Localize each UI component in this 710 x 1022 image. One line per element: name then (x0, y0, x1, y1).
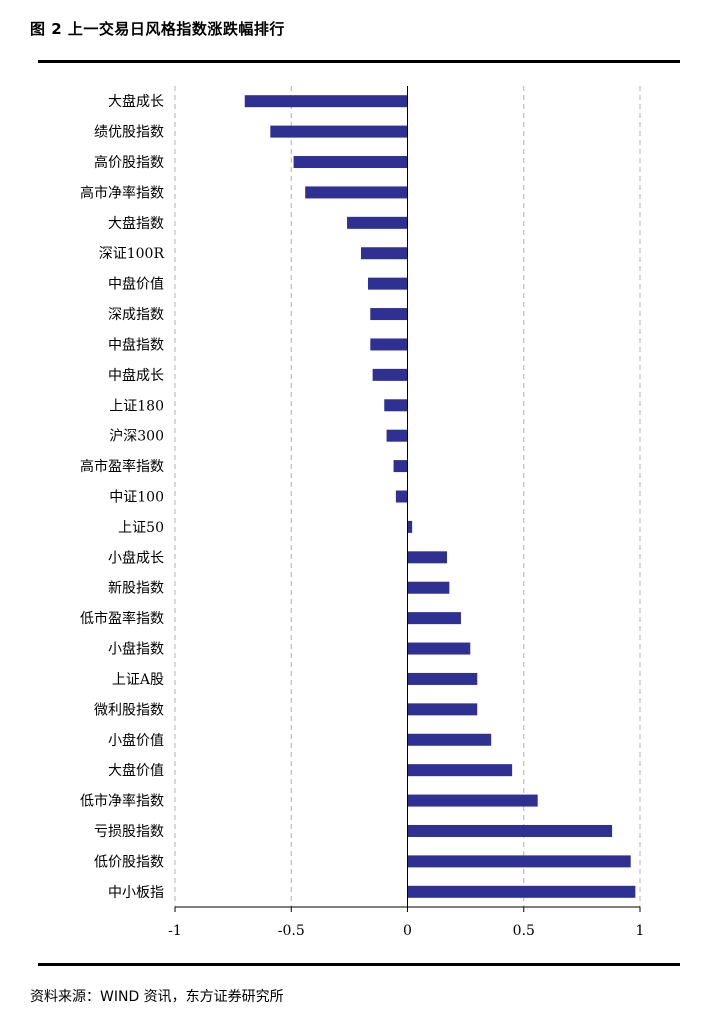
bar (407, 885, 636, 898)
category-label: 绩优股指数 (94, 125, 164, 141)
category-label: 低市净率指数 (80, 793, 164, 810)
category-label: 中盘价值 (108, 276, 164, 293)
source-note: 资料来源：WIND 资讯，东方证券研究所 (30, 989, 284, 1005)
category-label: 中小板指 (108, 885, 164, 901)
bar (407, 551, 448, 564)
bar (407, 520, 413, 533)
category-label: 中证100 (109, 490, 164, 506)
category-label: 深证100R (99, 246, 165, 262)
bar (395, 490, 408, 503)
x-tick-label: -1 (168, 923, 182, 939)
bar (305, 186, 408, 199)
bar (347, 216, 408, 229)
category-label: 大盘价值 (108, 762, 164, 779)
bar (370, 308, 408, 321)
x-tick-label: 0.5 (513, 923, 535, 939)
category-label: 亏损股指数 (94, 824, 164, 840)
category-label: 沪深300 (109, 429, 164, 445)
bar (293, 156, 408, 169)
category-label: 小盘价值 (108, 732, 164, 749)
bar (393, 460, 408, 473)
bottom-rule (38, 963, 680, 966)
bar (386, 429, 408, 442)
bar (407, 824, 613, 837)
category-label: 高价股指数 (94, 154, 164, 171)
bar (407, 794, 538, 807)
bar (384, 399, 408, 412)
bar (407, 612, 461, 625)
bar (407, 703, 478, 716)
bar (370, 338, 408, 351)
category-label: 新股指数 (108, 581, 164, 597)
category-label: 中盘成长 (108, 367, 164, 384)
x-tick-label: 0 (403, 923, 412, 939)
bar (407, 733, 492, 746)
category-label: 微利股指数 (94, 702, 164, 718)
bar (407, 855, 631, 868)
category-label: 小盘指数 (108, 641, 164, 658)
bar (361, 247, 408, 260)
category-label: 低市盈率指数 (80, 610, 164, 627)
figure-title: 图 2 上一交易日风格指数涨跌幅排行 (30, 20, 285, 38)
category-label: 高市盈率指数 (80, 458, 164, 475)
bar (244, 95, 408, 108)
bar (367, 277, 408, 290)
category-label: 上证50 (118, 520, 164, 536)
x-tick-label: 1 (636, 923, 645, 939)
bar (270, 125, 408, 138)
bar (407, 672, 478, 685)
category-label: 深成指数 (108, 307, 164, 323)
top-rule (38, 60, 680, 63)
category-label: 中盘指数 (108, 336, 164, 353)
category-label: 大盘成长 (108, 93, 164, 110)
bar (407, 764, 513, 777)
category-label: 上证A股 (112, 672, 164, 688)
bar (407, 581, 450, 594)
category-label: 低价股指数 (94, 854, 164, 870)
bar (372, 368, 408, 381)
bar (407, 642, 471, 655)
category-label: 小盘成长 (108, 549, 164, 566)
category-label: 高市净率指数 (80, 184, 164, 201)
category-label: 大盘指数 (108, 215, 164, 232)
x-tick-label: -0.5 (278, 923, 305, 939)
category-label: 上证180 (109, 398, 164, 414)
